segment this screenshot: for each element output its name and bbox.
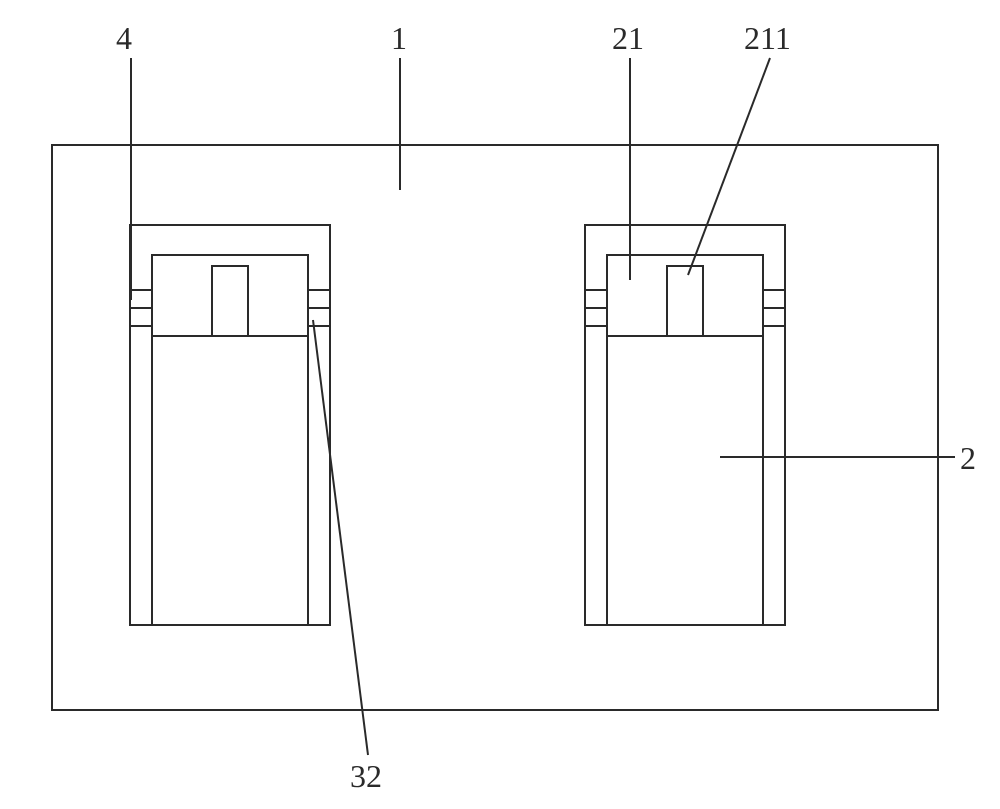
callout-label-21: 21 <box>612 20 644 57</box>
callout-label-1: 1 <box>391 20 407 57</box>
callout-label-211: 211 <box>744 20 791 57</box>
callout-label-2: 2 <box>960 440 976 477</box>
diagram-svg <box>0 0 1000 809</box>
callout-label-32: 32 <box>350 758 382 795</box>
callout-label-4: 4 <box>116 20 132 57</box>
diagram-stage: 4 1 21 211 2 32 <box>0 0 1000 809</box>
